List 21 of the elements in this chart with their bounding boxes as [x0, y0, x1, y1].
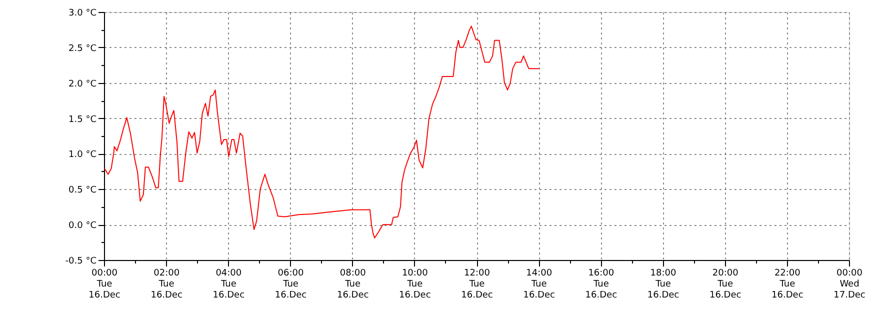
x-tick-label: 12:00 Tue 16.Dec: [461, 268, 493, 300]
x-tick-label: 14:00 Tue 16.Dec: [523, 268, 555, 300]
x-tick-label: 18:00 Tue 16.Dec: [647, 268, 680, 300]
x-tick-label: 08:00 Tue 16.Dec: [336, 268, 369, 300]
y-tick-label: 2.0 °C: [68, 79, 96, 90]
y-tick-label: 1.5 °C: [68, 114, 96, 125]
x-tick-label: 06:00 Tue 16.Dec: [274, 268, 307, 300]
x-tick-label: 04:00 Tue 16.Dec: [212, 268, 245, 300]
y-tick-label: -0.5 °C: [65, 256, 96, 266]
x-tick-label: 16:00 Tue 16.Dec: [585, 268, 618, 300]
x-tick-label: 20:00 Tue 16.Dec: [709, 268, 742, 300]
x-tick-label: 10:00 Tue 16.Dec: [399, 268, 431, 300]
x-tick-label: 22:00 Tue 16.Dec: [772, 268, 804, 300]
x-tick-label: 02:00 Tue 16.Dec: [150, 268, 182, 300]
y-tick-label: 0.5 °C: [68, 186, 96, 196]
x-tick-label: 00:00 Wed 17.Dec: [834, 268, 866, 300]
y-tick-label: 3.0 °C: [68, 8, 96, 18]
x-tick-label: 00:00 Tue 16.Dec: [88, 268, 120, 300]
y-tick-label: 0.0 °C: [68, 221, 96, 232]
y-tick-label: 2.5 °C: [68, 44, 96, 54]
y-tick-label: 1.0 °C: [68, 150, 96, 160]
